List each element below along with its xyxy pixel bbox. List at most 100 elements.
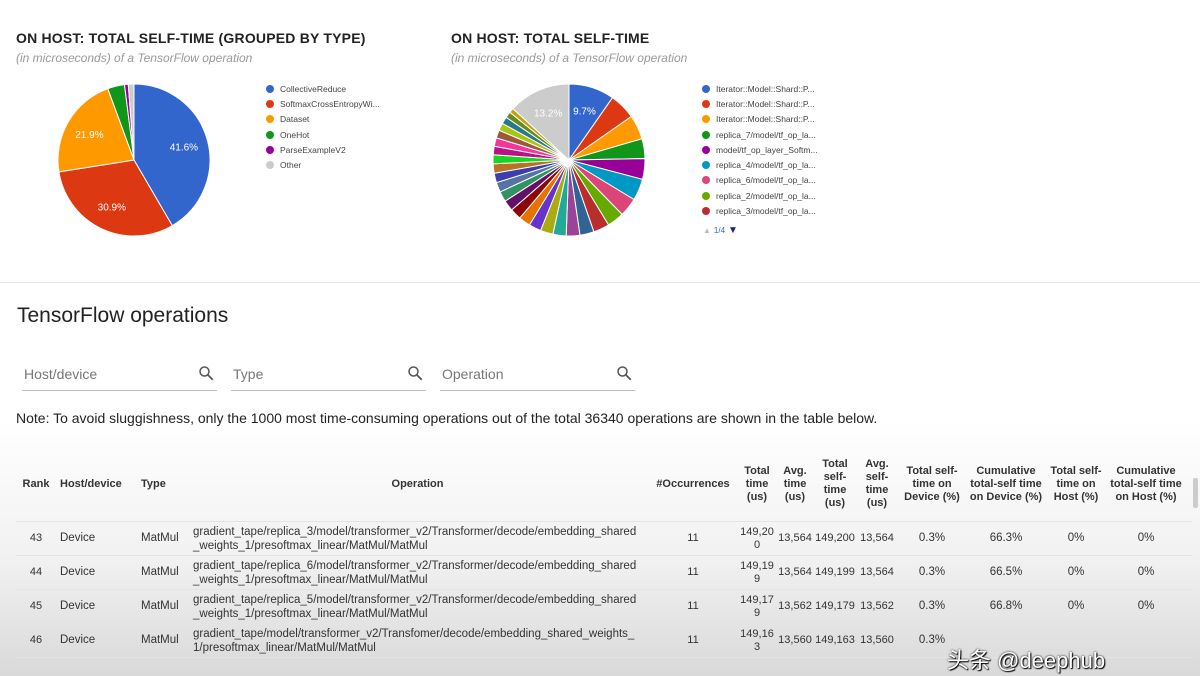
page-indicator: 1/4 — [713, 226, 726, 235]
legend-label: CollectiveReduce — [280, 83, 347, 94]
legend-item[interactable]: replica_2/model/tf_op_la... — [702, 188, 818, 203]
legend-label: Iterator::Model::Shard::P... — [716, 83, 815, 94]
table-cell: MatMul — [141, 532, 179, 544]
page-down-icon[interactable]: ▼ — [728, 225, 738, 236]
legend-swatch — [266, 130, 274, 139]
legend-item[interactable]: Dataset — [266, 112, 380, 127]
legend-swatch — [702, 99, 710, 108]
column-header[interactable]: Total time (us) — [744, 464, 770, 503]
search-icon — [617, 366, 632, 381]
legend-label: replica_4/model/tf_op_la... — [716, 160, 816, 171]
watermark: 头条 @deephub — [947, 648, 1106, 673]
table-cell: 66.8% — [989, 600, 1023, 612]
column-header[interactable]: Total self-time on Host (%) — [1050, 464, 1102, 503]
host-device-filter[interactable] — [22, 360, 217, 391]
operation-filter[interactable] — [440, 360, 635, 391]
table-cell: MatMul — [141, 566, 179, 578]
slice-label: 9.7% — [573, 107, 596, 118]
pie-slice[interactable] — [512, 83, 570, 162]
legend-label: model/tf_op_layer_Softm... — [716, 144, 818, 155]
chart-subtitle-by-type: (in microseconds) of a TensorFlow operat… — [16, 51, 253, 65]
table-row[interactable]: 45 Device MatMul gradient_tape/replica_5/mo… — [16, 590, 1192, 624]
slice-label: 13.2% — [534, 109, 562, 120]
table-cell: 149,179 — [815, 600, 855, 612]
table-scrollbar[interactable] — [1193, 478, 1198, 508]
column-header[interactable]: Cumulative total-self time on Host (%) — [1110, 464, 1182, 503]
legend-item[interactable]: replica_7/model/tf_op_la... — [702, 127, 818, 142]
legend-item[interactable]: Other — [266, 157, 380, 172]
operation-input[interactable] — [440, 360, 607, 382]
column-header[interactable]: #Occurrences — [656, 477, 730, 490]
table-cell: Device — [60, 532, 96, 544]
legend-swatch — [702, 130, 710, 139]
note-text: Note: To avoid sluggishness, only the 10… — [16, 410, 878, 426]
table-cell: 13,560 — [860, 634, 894, 646]
column-header[interactable]: Operation — [391, 477, 444, 490]
table-cell: Device — [60, 600, 96, 612]
legend-item[interactable]: replica_3/model/tf_op_la... — [702, 203, 818, 218]
slice-label: 41.6% — [170, 143, 198, 154]
pie-slice[interactable] — [58, 159, 173, 237]
legend-item[interactable]: SoftmaxCrossEntropyWi... — [266, 96, 380, 111]
legend-item[interactable]: OneHot — [266, 127, 380, 142]
table-cell: 0% — [1137, 532, 1155, 544]
legend-by-type: CollectiveReduce SoftmaxCrossEntropyWi...… — [266, 81, 380, 173]
type-filter[interactable] — [231, 360, 426, 391]
pie-slice[interactable] — [127, 83, 135, 161]
table-cell: 149,200 — [740, 525, 774, 551]
host-device-input[interactable] — [22, 360, 189, 382]
table-header: Rank Host/device Type Operation #Occurrences… — [16, 447, 1192, 522]
legend-swatch — [702, 161, 710, 170]
legend-label: Other — [280, 160, 302, 171]
table-cell: 149,199 — [740, 559, 774, 585]
column-header[interactable]: Cumulative total-self time on Device (%) — [969, 464, 1043, 503]
legend-swatch — [702, 84, 710, 93]
pie-slice[interactable] — [133, 83, 211, 227]
legend-item[interactable]: Iterator::Model::Shard::P... — [702, 81, 818, 96]
table-cell: 149,199 — [815, 566, 855, 578]
pie-chart-self-time: 9.7% 13.2% — [492, 83, 646, 237]
legend-item[interactable]: model/tf_op_layer_Softm... — [702, 142, 818, 157]
legend-item[interactable]: Iterator::Model::Shard::P... — [702, 112, 818, 127]
legend-pager: ▲ 1/4 ▼ — [703, 225, 738, 236]
page-up-icon[interactable]: ▲ — [703, 226, 711, 235]
legend-item[interactable]: Iterator::Model::Shard::P... — [702, 96, 818, 111]
table-cell: gradient_tape/replica_3/model/transforme… — [193, 525, 637, 552]
table-cell: Device — [60, 566, 96, 578]
legend-label: Dataset — [280, 114, 310, 125]
legend-swatch — [702, 145, 710, 154]
table-cell: 46 — [29, 634, 43, 646]
chart-title-self-time: ON HOST: TOTAL SELF-TIME — [451, 30, 650, 46]
column-header[interactable]: Type — [141, 477, 166, 490]
table-cell: 13,562 — [778, 600, 812, 612]
table-row[interactable]: 43 Device MatMul gradient_tape/replica_3/mo… — [16, 522, 1192, 556]
column-header[interactable]: Total self-time on Device (%) — [904, 464, 960, 503]
column-header[interactable]: Host/device — [60, 477, 122, 490]
search-icon — [408, 366, 423, 381]
legend-item[interactable]: CollectiveReduce — [266, 81, 380, 96]
table-cell: 11 — [687, 566, 699, 578]
column-header[interactable]: Avg. self-time (us) — [865, 458, 889, 509]
legend-label: ParseExampleV2 — [280, 144, 346, 155]
legend-item[interactable]: replica_4/model/tf_op_la... — [702, 157, 818, 172]
column-header[interactable]: Rank — [22, 477, 50, 490]
type-input[interactable] — [231, 360, 398, 382]
column-header[interactable]: Total self-time (us) — [822, 458, 848, 509]
divider — [0, 282, 1200, 283]
table-cell: 13,564 — [778, 532, 812, 544]
legend-label: replica_6/model/tf_op_la... — [716, 175, 816, 186]
table-row[interactable]: 44 Device MatMul gradient_tape/replica_6/mo… — [16, 556, 1192, 590]
legend-item[interactable]: ParseExampleV2 — [266, 142, 380, 157]
table-row[interactable]: 46 Device MatMul gradient_tape/model/transf… — [16, 624, 1192, 658]
table-cell: gradient_tape/model/transformer_v2/Trans… — [193, 627, 635, 654]
table-cell: 0% — [1137, 600, 1155, 612]
legend-item[interactable]: replica_6/model/tf_op_la... — [702, 173, 818, 188]
column-header[interactable]: Avg. time (us) — [783, 464, 807, 503]
table-cell: 0.3% — [918, 532, 946, 544]
table-cell: 13,564 — [860, 566, 894, 578]
legend-self-time: Iterator::Model::Shard::P... Iterator::Mo… — [702, 81, 818, 219]
table-cell: 0.3% — [918, 600, 946, 612]
table-cell: Device — [60, 634, 96, 646]
table-cell: 0% — [1067, 566, 1085, 578]
table-cell: 11 — [687, 532, 699, 544]
